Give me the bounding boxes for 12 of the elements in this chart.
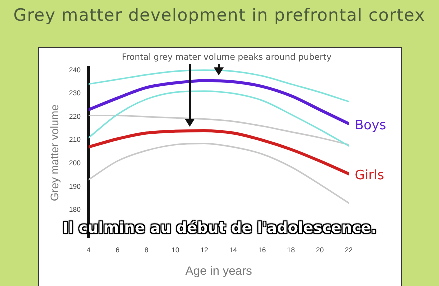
series-label: Boys xyxy=(355,118,387,134)
x-axis-title: Age in years xyxy=(186,264,252,278)
line-series xyxy=(88,143,349,204)
series-label: Girls xyxy=(355,168,385,184)
line-series xyxy=(88,115,349,146)
line-series xyxy=(88,79,349,126)
annotation: Frontal grey mater volume peaks around puberty xyxy=(122,53,332,64)
line-series xyxy=(88,90,349,147)
y-axis-title: Grey matter volume xyxy=(50,104,62,202)
chart-title: Grey matter development in prefrontal cortex xyxy=(12,6,426,26)
line-series xyxy=(88,70,349,103)
line-series xyxy=(88,129,349,176)
